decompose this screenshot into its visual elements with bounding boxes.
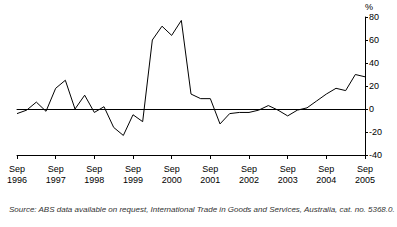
svg-text:2001: 2001 [200, 175, 220, 185]
svg-text:20: 20 [369, 81, 379, 91]
svg-text:Source: ABS data available on: Source: ABS data available on request, I… [9, 205, 395, 214]
svg-text:1999: 1999 [123, 175, 143, 185]
svg-text:Sep: Sep [86, 164, 102, 174]
svg-text:1996: 1996 [7, 175, 27, 185]
svg-text:2003: 2003 [278, 175, 298, 185]
svg-text:Sep: Sep [125, 164, 141, 174]
svg-text:Sep: Sep [48, 164, 64, 174]
svg-text:Sep: Sep [357, 164, 373, 174]
svg-text:2005: 2005 [355, 175, 375, 185]
svg-text:Sep: Sep [241, 164, 257, 174]
svg-text:Sep: Sep [9, 164, 25, 174]
svg-text:2004: 2004 [316, 175, 336, 185]
svg-text:Sep: Sep [318, 164, 334, 174]
svg-text:40: 40 [369, 58, 379, 68]
svg-text:%: % [365, 2, 373, 12]
svg-text:Sep: Sep [202, 164, 218, 174]
svg-text:1998: 1998 [84, 175, 104, 185]
svg-text:1997: 1997 [46, 175, 66, 185]
svg-text:Sep: Sep [164, 164, 180, 174]
svg-text:-40: -40 [369, 150, 382, 160]
svg-text:Sep: Sep [280, 164, 296, 174]
svg-text:60: 60 [369, 35, 379, 45]
svg-text:80: 80 [369, 12, 379, 22]
svg-text:2000: 2000 [162, 175, 182, 185]
svg-text:-20: -20 [369, 127, 382, 137]
svg-text:2002: 2002 [239, 175, 259, 185]
svg-text:0: 0 [369, 104, 374, 114]
